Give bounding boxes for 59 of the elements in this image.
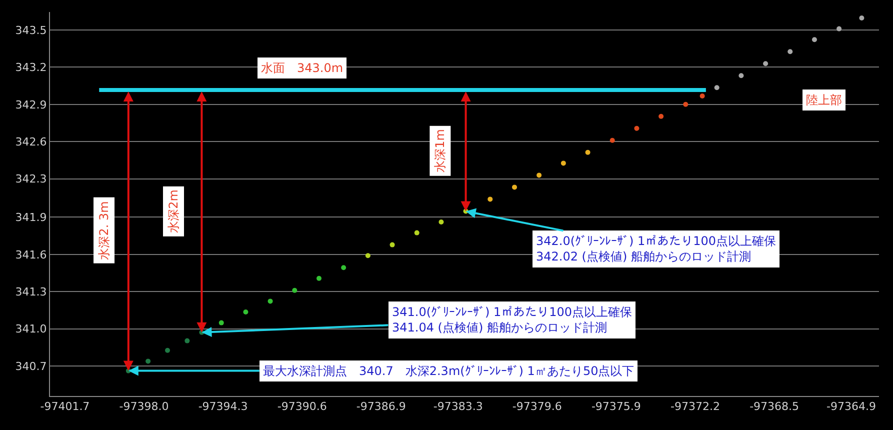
point	[683, 102, 688, 107]
point	[560, 160, 566, 166]
y-tick-label: 343.5	[15, 24, 47, 37]
y-tick-label: 342.3	[15, 172, 47, 186]
x-tick-label: -97398.0	[119, 400, 169, 414]
point	[165, 348, 170, 353]
y-tick-label: 342.6	[15, 135, 47, 148]
point	[438, 220, 444, 224]
point	[859, 16, 864, 20]
point	[658, 114, 664, 119]
point	[512, 184, 517, 190]
point	[536, 172, 542, 178]
annotation: 341.0(ｸﾞﾘｰﾝﾚｰｻﾞ) 1㎡あたり100点以上確保 341.04 (点検値) 船舶からのロッド計測	[392, 305, 632, 335]
y-tick-label: 341.6	[15, 248, 47, 262]
x-tick-label: -97375.9	[591, 400, 641, 414]
point	[316, 276, 322, 281]
point	[218, 320, 224, 326]
point	[414, 230, 420, 236]
x-tick-label: -97386.9	[356, 400, 406, 414]
point	[738, 73, 744, 78]
annotation: 水深2m	[166, 190, 180, 233]
point	[184, 338, 190, 344]
point	[763, 61, 768, 66]
annotation: 水深2. 3m	[97, 201, 112, 260]
annotation: 最大水深計測点 340.7 水深2.3m(ｸﾞﾘｰﾝﾚｰｻﾞ) 1㎡あたり50点以下	[263, 364, 634, 378]
annotation: 水深1m	[433, 129, 448, 172]
point	[700, 94, 705, 98]
x-tick-label: -97364.9	[826, 400, 876, 414]
y-tick-label: 341.9	[15, 211, 47, 224]
x-tick-label: -97379.6	[512, 400, 562, 414]
point	[146, 358, 151, 364]
point	[812, 37, 817, 42]
annotation: 陸上部	[806, 93, 842, 107]
point	[714, 85, 720, 90]
y-tick-label: 341.3	[15, 285, 47, 298]
y-tick-label: 342.9	[15, 98, 47, 112]
x-tick-label: -97383.3	[433, 400, 483, 414]
point	[243, 310, 248, 314]
x-tick-label: -97390.6	[277, 400, 327, 414]
point	[585, 150, 590, 155]
point	[610, 138, 615, 143]
x-tick-label: -97372.2	[670, 400, 720, 414]
annotation: 342.0(ｸﾞﾘｰﾝﾚｰｻﾞ) 1㎡あたり100点以上確保 342.02 (点検値) 船舶からのロッド計測	[536, 234, 776, 264]
annotation: 水面 343.0m	[261, 61, 344, 75]
point	[788, 49, 793, 54]
y-tick-label: 341.0	[15, 322, 47, 336]
x-tick-label: -97401.7	[40, 400, 90, 414]
x-tick-label: -97368.5	[750, 400, 800, 414]
point	[365, 253, 370, 258]
y-tick-label: 340.7	[15, 360, 47, 373]
y-tick-label: 343.2	[15, 61, 47, 74]
point	[836, 26, 842, 32]
point	[488, 196, 493, 202]
point	[390, 242, 395, 248]
point	[634, 126, 640, 131]
point	[292, 288, 298, 293]
point	[341, 265, 346, 270]
x-tick-label: -97394.3	[198, 400, 248, 414]
point	[268, 298, 273, 304]
